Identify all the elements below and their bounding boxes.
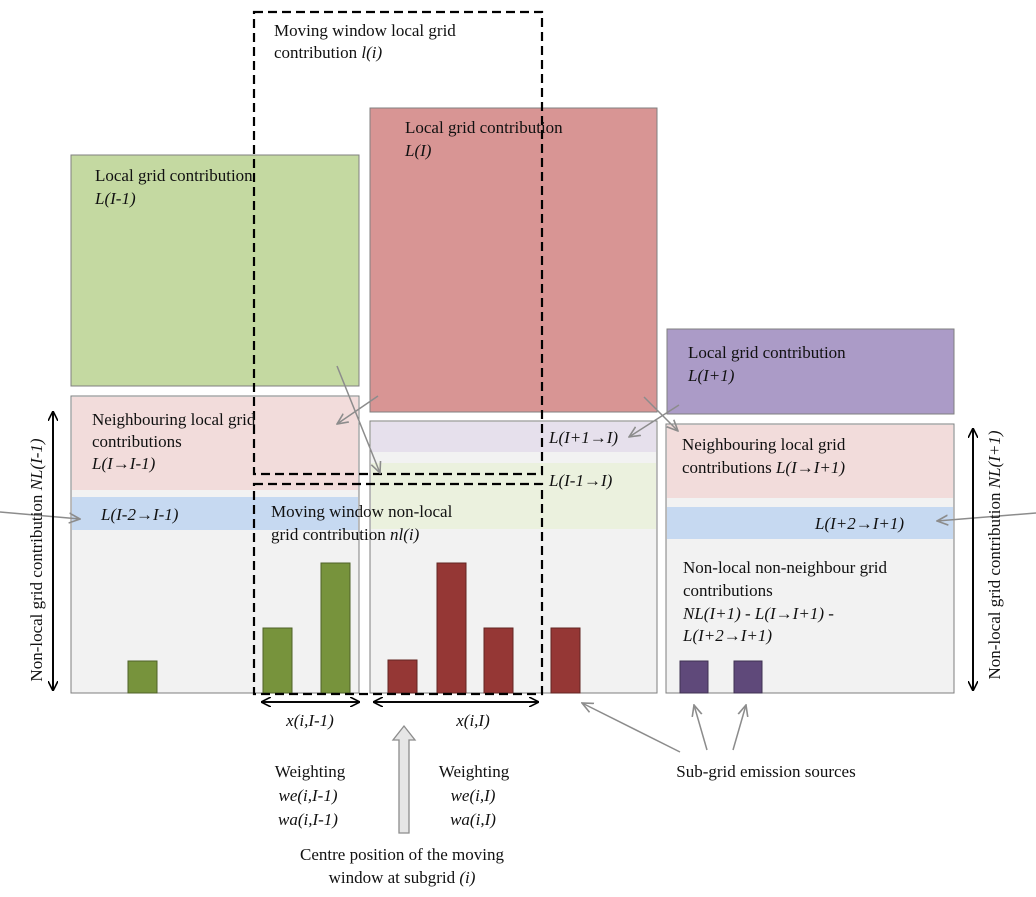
local-left-label: Local grid contribution: [95, 166, 253, 185]
purple-band-mid: [371, 422, 656, 452]
weighting-left-wa: wa(i,I-1): [278, 810, 338, 829]
subgrid-sources-label: Sub-grid emission sources: [676, 762, 855, 781]
left-axis-label: Non-local grid contribution NL(I-1): [27, 438, 46, 681]
local-mid-symbol: L(I): [404, 141, 432, 160]
purple-bar: [679, 660, 709, 694]
weighting-mid-we: we(i,I): [451, 786, 496, 805]
nonlocal-nonneighbour-label: contributions: [683, 581, 773, 600]
purple-bar: [733, 660, 763, 694]
neighbour-right-label: contributions L(I→I+1): [682, 458, 845, 477]
moving-window-nonlocal-label: Moving window non-local: [271, 502, 453, 521]
dimension-arrows: [53, 412, 973, 702]
nonlocal-nonneighbour-label: Non-local non-neighbour grid: [683, 558, 887, 577]
red-bar: [436, 562, 467, 694]
weighting-mid-wa: wa(i,I): [450, 810, 496, 829]
neighbour-band-right: [667, 425, 953, 498]
centre-position-arrow: [391, 724, 417, 834]
local-mid-label: Local grid contribution: [405, 118, 563, 137]
moving-window-nonlocal-box: [252, 482, 544, 696]
local-right-label: Local grid contribution: [688, 343, 846, 362]
weighting-left-title: Weighting: [275, 762, 346, 781]
neighbour-right-label: Neighbouring local grid: [682, 435, 846, 454]
moving-window-local-box: [252, 10, 544, 476]
nonlocal-nonneighbour-formula: L(I+2→I+1): [682, 626, 772, 645]
blue-right-symbol: L(I+2→I+1): [814, 514, 904, 533]
green-bar: [127, 660, 158, 694]
local-right-symbol: L(I+1): [687, 366, 735, 385]
right-axis-label: Non-local grid contribution NL(I+1): [985, 430, 1004, 679]
local-block-left: [70, 154, 360, 387]
centre-position-label: window at subgrid (i): [329, 868, 476, 887]
nonlocal-nonneighbour-formula: NL(I+1) - L(I→I+1) -: [682, 604, 834, 623]
distance-left-label: x(i,I-1): [285, 711, 334, 730]
local-left-symbol: L(I-1): [94, 189, 136, 208]
weighting-mid-title: Weighting: [439, 762, 510, 781]
moving-window-local-label: Moving window local grid: [274, 21, 456, 40]
centre-position-label: Centre position of the moving: [300, 845, 504, 864]
neighbour-left-symbol: L(I→I-1): [91, 454, 156, 473]
moving-window-local-label: contribution l(i): [274, 43, 382, 62]
moving-window-nonlocal-label: grid contribution nl(i): [271, 525, 420, 544]
mid-green-symbol: L(I-1→I): [548, 471, 613, 490]
red-bar: [483, 627, 514, 694]
neighbour-left-label: Neighbouring local grid: [92, 410, 256, 429]
red-bar: [550, 627, 581, 694]
local-block-right: [666, 328, 955, 415]
mid-purple-symbol: L(I+1→I): [548, 428, 618, 447]
distance-mid-label: x(i,I): [455, 711, 490, 730]
blue-band-right: [667, 507, 953, 539]
red-bar: [387, 659, 418, 694]
blue-left-symbol: L(I-2→I-1): [100, 505, 179, 524]
pointer-arrows: [0, 365, 1036, 753]
weighting-left-we: we(i,I-1): [278, 786, 337, 805]
neighbour-left-label: contributions: [92, 432, 182, 451]
green-bar: [262, 627, 293, 694]
green-bar: [320, 562, 351, 694]
blue-band-left: [72, 497, 358, 530]
local-block-mid: [369, 107, 658, 413]
